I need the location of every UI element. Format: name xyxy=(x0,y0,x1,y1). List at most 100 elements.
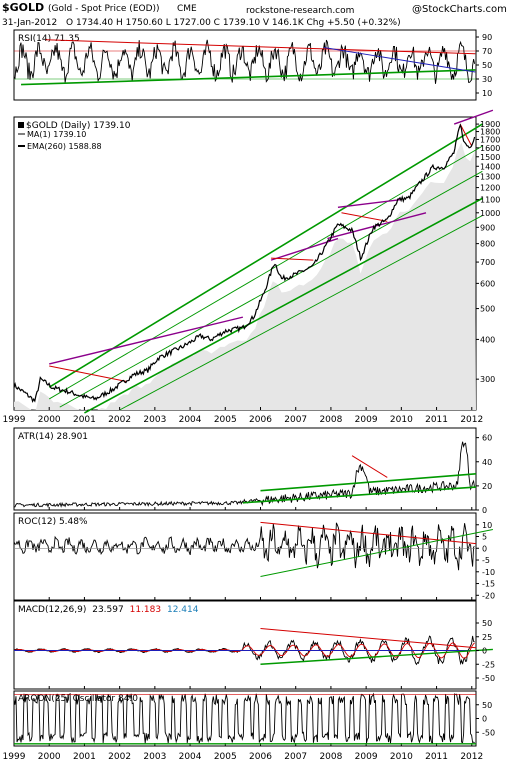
year-label: 2005 xyxy=(214,752,237,762)
green-trendline xyxy=(59,170,483,408)
year-label: 2006 xyxy=(249,752,272,762)
green-trendline xyxy=(48,145,483,400)
price-tick-label: 600 xyxy=(480,279,495,288)
macd-panel xyxy=(13,600,477,690)
year-label: 2006 xyxy=(249,415,272,425)
year-label: 2001 xyxy=(73,415,96,425)
price-tick-label: 400 xyxy=(480,335,495,344)
purple-trendline xyxy=(327,212,427,240)
roc-tick-label: -15 xyxy=(482,580,495,589)
red-trendline xyxy=(271,257,314,261)
rsi-tick-label: 30 xyxy=(482,75,492,84)
red-trendline xyxy=(49,365,127,382)
price-tick-label: 1000 xyxy=(480,209,500,218)
rsi-tick-label: 90 xyxy=(482,33,492,42)
rsi-red-trendline xyxy=(45,39,476,55)
purple-trendline xyxy=(49,316,244,365)
price-tick-label: 300 xyxy=(480,375,495,384)
atr-panel xyxy=(13,427,477,511)
price-legend-main: $GOLD (Daily) 1739.10 xyxy=(26,121,131,131)
price-tick-label: 1300 xyxy=(480,173,500,182)
aroon-tick-label: 50 xyxy=(482,701,492,710)
roc-panel xyxy=(13,512,477,601)
year-label: 2011 xyxy=(425,415,448,425)
gold-price-line xyxy=(13,123,476,403)
price-tick-label: 700 xyxy=(480,258,495,267)
year-label: 1999 xyxy=(3,752,26,762)
atr-red-trendline xyxy=(351,455,388,478)
year-label: 2009 xyxy=(355,752,378,762)
year-label: 2010 xyxy=(390,752,413,762)
year-label: 2011 xyxy=(425,752,448,762)
price-tick-label: 1400 xyxy=(480,162,500,171)
rsi-green-trendline xyxy=(21,69,476,86)
aroon-tick-label: 0 xyxy=(482,715,487,724)
atr-green-trendline xyxy=(260,473,477,492)
price-legend-ma: MA(1) 1739.10 xyxy=(27,130,86,139)
roc-tick-label: 5 xyxy=(482,533,487,542)
year-label: 2000 xyxy=(38,415,61,425)
macd-tick-label: 0 xyxy=(482,647,487,656)
purple-trendline xyxy=(337,198,402,209)
brand-logo[interactable]: @StockCharts.com xyxy=(412,4,507,15)
rsi-tick-label: 10 xyxy=(482,89,492,98)
price-legend-ema: EMA(260) 1588.88 xyxy=(27,142,102,151)
year-label: 2001 xyxy=(73,752,96,762)
roc-tick-label: -5 xyxy=(482,556,490,565)
year-label: 2007 xyxy=(284,752,307,762)
atr-tick-label: 20 xyxy=(482,482,492,491)
roc-tick-label: -10 xyxy=(482,568,495,577)
aroon-line xyxy=(13,692,475,744)
green-trendline xyxy=(119,215,483,411)
year-label: 1999 xyxy=(3,415,26,425)
instrument-name: (Gold - Spot Price (EOD)) xyxy=(48,4,160,14)
exchange: CME xyxy=(177,4,197,14)
atr-tick-label: 0 xyxy=(482,506,487,515)
year-label: 2008 xyxy=(319,752,342,762)
price-tick-label: 1500 xyxy=(480,153,500,162)
roc-red-trendline xyxy=(260,521,477,545)
price-tick-label: 1800 xyxy=(480,128,500,137)
year-label: 2007 xyxy=(284,415,307,425)
roc-tick-label: -20 xyxy=(482,591,495,600)
rsi-blue-trendline xyxy=(323,47,476,73)
year-label: 2012 xyxy=(460,415,483,425)
green-trendline xyxy=(84,197,483,414)
year-label: 2002 xyxy=(108,752,131,762)
red-trendline xyxy=(459,123,473,147)
atr-legend: ATR(14) 28.901 xyxy=(18,432,88,442)
price-tick-label: 800 xyxy=(480,240,495,249)
red-trendline xyxy=(341,212,388,222)
date-label: 31-Jan-2012 xyxy=(2,18,57,28)
price-legend: $GOLD (Daily) 1739.10 MA(1) 1739.10 EMA(… xyxy=(18,121,131,151)
rsi-tick-label: 70 xyxy=(482,47,492,56)
symbol: $GOLD xyxy=(2,1,44,14)
year-label: 2000 xyxy=(38,752,61,762)
year-label: 2010 xyxy=(390,415,413,425)
year-label: 2009 xyxy=(355,415,378,425)
roc-tick-label: 10 xyxy=(482,521,492,530)
year-label: 2003 xyxy=(143,752,166,762)
macd-tick-label: -50 xyxy=(482,674,495,683)
price-tick-label: 900 xyxy=(480,223,495,232)
atr-tick-label: 40 xyxy=(482,458,492,467)
year-label: 2008 xyxy=(319,415,342,425)
atr-tick-label: 60 xyxy=(482,434,492,443)
atr-line xyxy=(13,441,476,508)
ema-area xyxy=(14,142,476,410)
year-label: 2012 xyxy=(460,752,483,762)
roc-legend: ROC(12) 5.48% xyxy=(18,517,88,527)
macd-legend-macd: 23.597 xyxy=(92,605,124,615)
price-tick-label: 1700 xyxy=(480,135,500,144)
macd-tick-label: 25 xyxy=(482,633,492,642)
green-trendline xyxy=(48,123,483,388)
year-label: 2005 xyxy=(214,415,237,425)
price-tick-label: 1600 xyxy=(480,144,500,153)
roc-green-trendline xyxy=(260,528,494,577)
macd-tick-label: -25 xyxy=(482,660,495,669)
price-tick-label: 1900 xyxy=(480,120,500,129)
price-tick-label: 1100 xyxy=(480,196,500,205)
year-label: 2004 xyxy=(179,415,202,425)
macd-legend: MACD(12,26,9) 23.597 11.183 12.414 xyxy=(18,605,199,615)
